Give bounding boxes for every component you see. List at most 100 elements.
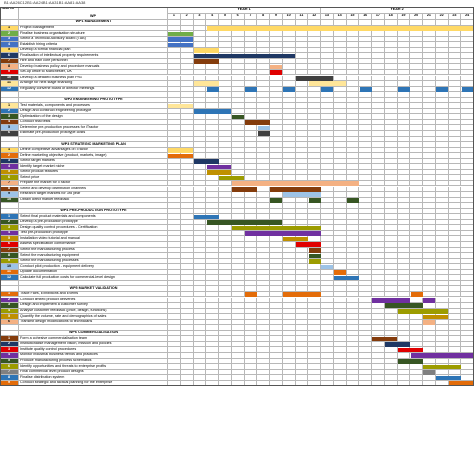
gantt-bar xyxy=(448,381,474,386)
gantt-bar xyxy=(321,87,334,92)
month-cell xyxy=(231,230,245,237)
month-cell xyxy=(180,64,194,70)
task-name: Institutionalise management vision, miss… xyxy=(19,341,168,348)
month-cell xyxy=(282,153,296,159)
month-cell xyxy=(333,336,347,342)
month-cell xyxy=(295,36,309,43)
month-cell xyxy=(384,164,398,170)
task-name: Design quality control procedures - Cert… xyxy=(19,225,168,231)
month-cell xyxy=(410,147,423,154)
task-number: 3 xyxy=(0,303,19,309)
month-cell xyxy=(372,208,385,215)
month-cell xyxy=(180,114,194,120)
month-cell xyxy=(384,186,398,193)
month-cell xyxy=(372,280,385,287)
month-cell xyxy=(231,47,245,54)
month-cell xyxy=(448,330,462,337)
month-cell xyxy=(257,92,270,98)
month-cell xyxy=(206,119,219,126)
month-cell xyxy=(435,125,449,131)
month-cell xyxy=(321,286,334,292)
month-cell xyxy=(308,375,321,381)
gantt-bar xyxy=(232,225,321,231)
month-cell xyxy=(295,353,309,359)
month-cell xyxy=(282,103,296,109)
month-cell xyxy=(359,125,372,131)
task-name: Conduct final tests xyxy=(19,119,168,126)
month-cell xyxy=(346,175,360,181)
month-cell xyxy=(244,336,258,342)
month-cell xyxy=(410,180,423,187)
month-cell xyxy=(231,336,245,342)
month-cell xyxy=(384,225,398,231)
month-cell xyxy=(295,86,309,93)
month-cell xyxy=(333,69,347,76)
gantt-bar xyxy=(232,181,359,186)
month-cell xyxy=(270,169,283,176)
month-cell xyxy=(206,336,219,342)
task-number: 1 xyxy=(0,291,19,298)
month-cell xyxy=(308,264,321,270)
month-cell xyxy=(397,242,411,248)
task-name: Finalise distribution system xyxy=(19,375,168,381)
month-cell xyxy=(282,125,296,131)
month-cell xyxy=(423,64,436,70)
month-cell xyxy=(308,147,321,154)
month-cell xyxy=(397,225,411,231)
wp-section-title: WP3 STRATEGIC MARKETING PLAN xyxy=(19,142,168,148)
month-cell xyxy=(282,358,296,365)
month-cell xyxy=(295,330,309,337)
month-cell xyxy=(359,69,372,76)
month-cell xyxy=(321,358,334,365)
month-cell xyxy=(346,242,360,248)
month-cell xyxy=(423,358,436,365)
month-cell xyxy=(410,253,423,259)
blank-row xyxy=(0,136,19,143)
month-cell xyxy=(168,114,181,120)
month-header-1: 1 xyxy=(168,13,181,20)
gantt-bar xyxy=(193,48,219,53)
month-cell xyxy=(359,325,372,331)
month-cell xyxy=(295,314,309,320)
month-cell xyxy=(282,336,296,342)
month-cell xyxy=(270,97,283,104)
month-cell xyxy=(168,164,181,170)
month-cell xyxy=(423,186,436,193)
month-cell xyxy=(372,258,385,265)
month-header-18: 18 xyxy=(384,13,398,20)
month-cell xyxy=(282,330,296,337)
month-cell xyxy=(397,42,411,48)
month-cell xyxy=(372,341,385,348)
month-cell xyxy=(372,353,385,359)
month-cell xyxy=(257,186,270,193)
month-cell xyxy=(397,64,411,70)
month-cell xyxy=(295,375,309,381)
month-header-14: 14 xyxy=(333,13,347,20)
month-cell xyxy=(295,286,309,292)
month-cell xyxy=(384,275,398,281)
task-number: 1 xyxy=(0,25,19,32)
month-cell xyxy=(282,142,296,148)
month-cell xyxy=(231,125,245,131)
month-cell xyxy=(321,47,334,54)
month-cell xyxy=(448,197,462,204)
month-cell xyxy=(384,158,398,165)
month-cell xyxy=(397,142,411,148)
month-cell xyxy=(257,192,270,198)
month-cell xyxy=(410,336,423,342)
month-cell xyxy=(193,219,207,226)
month-cell xyxy=(168,81,181,87)
month-cell xyxy=(257,103,270,109)
month-cell xyxy=(333,131,347,137)
gantt-bar xyxy=(206,164,232,170)
month-cell xyxy=(231,303,245,309)
month-cell xyxy=(359,20,372,26)
month-cell xyxy=(384,64,398,70)
month-cell xyxy=(372,75,385,82)
month-cell xyxy=(244,253,258,259)
month-cell xyxy=(244,275,258,281)
month-cell xyxy=(346,230,360,237)
month-cell xyxy=(359,314,372,320)
month-cell xyxy=(282,369,296,376)
month-cell xyxy=(270,203,283,209)
